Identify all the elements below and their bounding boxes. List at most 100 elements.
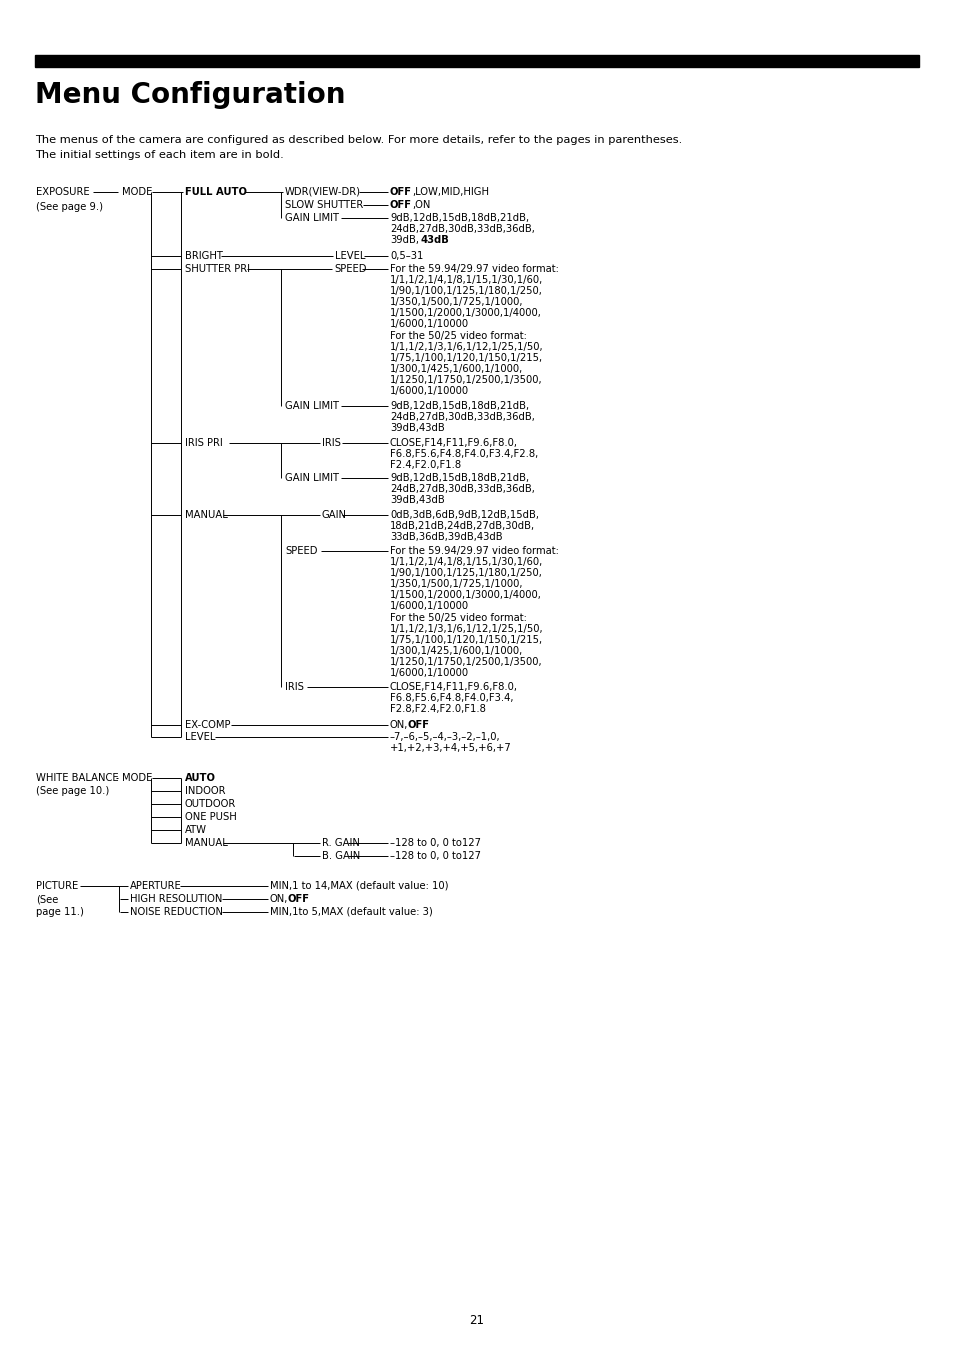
Text: (See: (See — [36, 894, 58, 904]
Text: 24dB,27dB,30dB,33dB,36dB,: 24dB,27dB,30dB,33dB,36dB, — [390, 412, 535, 422]
Text: 24dB,27dB,30dB,33dB,36dB,: 24dB,27dB,30dB,33dB,36dB, — [390, 484, 535, 494]
Text: 39dB,: 39dB, — [390, 235, 418, 245]
Text: SHUTTER PRI: SHUTTER PRI — [185, 263, 250, 274]
Text: GAIN LIMIT: GAIN LIMIT — [285, 213, 338, 223]
Text: 1/6000,1/10000: 1/6000,1/10000 — [390, 667, 469, 678]
Text: MODE: MODE — [122, 186, 152, 197]
Text: –128 to 0, 0 to127: –128 to 0, 0 to127 — [390, 851, 480, 861]
Text: SLOW SHUTTER: SLOW SHUTTER — [285, 200, 363, 209]
Text: ONE PUSH: ONE PUSH — [185, 812, 236, 821]
Text: For the 50/25 video format:: For the 50/25 video format: — [390, 613, 526, 623]
Text: –7,–6,–5,–4,–3,–2,–1,0,: –7,–6,–5,–4,–3,–2,–1,0, — [390, 732, 500, 742]
Text: APERTURE: APERTURE — [130, 881, 182, 892]
Text: page 11.): page 11.) — [36, 907, 84, 917]
Text: BRIGHT: BRIGHT — [185, 251, 223, 261]
Text: AUTO: AUTO — [185, 773, 215, 784]
Text: 1/300,1/425,1/600,1/1000,: 1/300,1/425,1/600,1/1000, — [390, 646, 522, 657]
Text: ,LOW,MID,HIGH: ,LOW,MID,HIGH — [412, 186, 489, 197]
Text: The initial settings of each item are in bold.: The initial settings of each item are in… — [35, 150, 283, 159]
Text: OUTDOOR: OUTDOOR — [185, 798, 236, 809]
Text: OFF: OFF — [390, 186, 412, 197]
Text: PICTURE: PICTURE — [36, 881, 78, 892]
Text: ,ON: ,ON — [412, 200, 430, 209]
Text: MANUAL: MANUAL — [185, 838, 228, 848]
Text: 43dB: 43dB — [420, 235, 449, 245]
Text: GAIN: GAIN — [322, 509, 347, 520]
Text: EX-COMP: EX-COMP — [185, 720, 231, 730]
Text: OFF: OFF — [288, 894, 310, 904]
Text: 1/6000,1/10000: 1/6000,1/10000 — [390, 601, 469, 611]
Text: GAIN LIMIT: GAIN LIMIT — [285, 401, 338, 411]
Text: ATW: ATW — [185, 825, 207, 835]
Text: 9dB,12dB,15dB,18dB,21dB,: 9dB,12dB,15dB,18dB,21dB, — [390, 473, 529, 484]
Text: 1/90,1/100,1/125,1/180,1/250,: 1/90,1/100,1/125,1/180,1/250, — [390, 286, 542, 296]
Text: IRIS: IRIS — [322, 438, 340, 449]
Text: SPEED: SPEED — [334, 263, 366, 274]
Text: EXPOSURE: EXPOSURE — [36, 186, 90, 197]
Text: (See page 10.): (See page 10.) — [36, 786, 110, 796]
Text: F2.4,F2.0,F1.8: F2.4,F2.0,F1.8 — [390, 459, 460, 470]
Text: 33dB,36dB,39dB,43dB: 33dB,36dB,39dB,43dB — [390, 532, 502, 542]
Text: –128 to 0, 0 to127: –128 to 0, 0 to127 — [390, 838, 480, 848]
Text: 1/75,1/100,1/120,1/150,1/215,: 1/75,1/100,1/120,1/150,1/215, — [390, 635, 542, 644]
Text: 39dB,43dB: 39dB,43dB — [390, 423, 444, 434]
Text: CLOSE,F14,F11,F9.6,F8.0,: CLOSE,F14,F11,F9.6,F8.0, — [390, 438, 517, 449]
Text: 1/1500,1/2000,1/3000,1/4000,: 1/1500,1/2000,1/3000,1/4000, — [390, 308, 541, 317]
Text: 1/300,1/425,1/600,1/1000,: 1/300,1/425,1/600,1/1000, — [390, 363, 522, 374]
Text: MIN,1to 5,MAX (default value: 3): MIN,1to 5,MAX (default value: 3) — [270, 907, 433, 917]
Text: 39dB,43dB: 39dB,43dB — [390, 494, 444, 505]
Text: 1/1250,1/1750,1/2500,1/3500,: 1/1250,1/1750,1/2500,1/3500, — [390, 376, 542, 385]
Text: 18dB,21dB,24dB,27dB,30dB,: 18dB,21dB,24dB,27dB,30dB, — [390, 521, 535, 531]
Text: For the 59.94/29.97 video format:: For the 59.94/29.97 video format: — [390, 546, 558, 557]
Text: LEVEL: LEVEL — [335, 251, 365, 261]
Text: 24dB,27dB,30dB,33dB,36dB,: 24dB,27dB,30dB,33dB,36dB, — [390, 224, 535, 234]
Text: B. GAIN: B. GAIN — [322, 851, 360, 861]
Text: 9dB,12dB,15dB,18dB,21dB,: 9dB,12dB,15dB,18dB,21dB, — [390, 213, 529, 223]
Bar — [35, 55, 918, 68]
Text: F6.8,F5.6,F4.8,F4.0,F3.4,F2.8,: F6.8,F5.6,F4.8,F4.0,F3.4,F2.8, — [390, 449, 537, 459]
Text: 1/1,1/2,1/4,1/8,1/15,1/30,1/60,: 1/1,1/2,1/4,1/8,1/15,1/30,1/60, — [390, 276, 542, 285]
Text: GAIN LIMIT: GAIN LIMIT — [285, 473, 338, 484]
Text: ON,: ON, — [270, 894, 288, 904]
Text: 9dB,12dB,15dB,18dB,21dB,: 9dB,12dB,15dB,18dB,21dB, — [390, 401, 529, 411]
Text: MANUAL: MANUAL — [185, 509, 228, 520]
Text: LEVEL: LEVEL — [185, 732, 215, 742]
Text: 1/6000,1/10000: 1/6000,1/10000 — [390, 319, 469, 330]
Text: 0dB,3dB,6dB,9dB,12dB,15dB,: 0dB,3dB,6dB,9dB,12dB,15dB, — [390, 509, 538, 520]
Text: For the 50/25 video format:: For the 50/25 video format: — [390, 331, 526, 340]
Text: WHITE BALANCE: WHITE BALANCE — [36, 773, 118, 784]
Text: The menus of the camera are configured as described below. For more details, ref: The menus of the camera are configured a… — [35, 135, 681, 145]
Text: 1/75,1/100,1/120,1/150,1/215,: 1/75,1/100,1/120,1/150,1/215, — [390, 353, 542, 363]
Text: OFF: OFF — [390, 200, 412, 209]
Text: NOISE REDUCTION: NOISE REDUCTION — [130, 907, 223, 917]
Text: OFF: OFF — [408, 720, 430, 730]
Text: IRIS PRI: IRIS PRI — [185, 438, 222, 449]
Text: MODE: MODE — [122, 773, 152, 784]
Text: For the 59.94/29.97 video format:: For the 59.94/29.97 video format: — [390, 263, 558, 274]
Text: SPEED: SPEED — [285, 546, 317, 557]
Text: Menu Configuration: Menu Configuration — [35, 81, 345, 109]
Text: 1/1250,1/1750,1/2500,1/3500,: 1/1250,1/1750,1/2500,1/3500, — [390, 657, 542, 667]
Text: 1/350,1/500,1/725,1/1000,: 1/350,1/500,1/725,1/1000, — [390, 580, 523, 589]
Text: WDR(VIEW-DR): WDR(VIEW-DR) — [285, 186, 360, 197]
Text: R. GAIN: R. GAIN — [322, 838, 359, 848]
Text: CLOSE,F14,F11,F9.6,F8.0,: CLOSE,F14,F11,F9.6,F8.0, — [390, 682, 517, 692]
Text: IRIS: IRIS — [285, 682, 304, 692]
Text: FULL AUTO: FULL AUTO — [185, 186, 247, 197]
Text: 1/1,1/2,1/4,1/8,1/15,1/30,1/60,: 1/1,1/2,1/4,1/8,1/15,1/30,1/60, — [390, 557, 542, 567]
Text: 1/1,1/2,1/3,1/6,1/12,1/25,1/50,: 1/1,1/2,1/3,1/6,1/12,1/25,1/50, — [390, 342, 543, 353]
Text: 1/6000,1/10000: 1/6000,1/10000 — [390, 386, 469, 396]
Text: 21: 21 — [469, 1313, 484, 1327]
Text: F6.8,F5.6,F4.8,F4.0,F3.4,: F6.8,F5.6,F4.8,F4.0,F3.4, — [390, 693, 513, 703]
Text: HIGH RESOLUTION: HIGH RESOLUTION — [130, 894, 222, 904]
Text: 0,5–31: 0,5–31 — [390, 251, 423, 261]
Text: 1/90,1/100,1/125,1/180,1/250,: 1/90,1/100,1/125,1/180,1/250, — [390, 567, 542, 578]
Text: MIN,1 to 14,MAX (default value: 10): MIN,1 to 14,MAX (default value: 10) — [270, 881, 448, 892]
Text: +1,+2,+3,+4,+5,+6,+7: +1,+2,+3,+4,+5,+6,+7 — [390, 743, 511, 753]
Text: INDOOR: INDOOR — [185, 786, 225, 796]
Text: (See page 9.): (See page 9.) — [36, 203, 103, 212]
Text: 1/1,1/2,1/3,1/6,1/12,1/25,1/50,: 1/1,1/2,1/3,1/6,1/12,1/25,1/50, — [390, 624, 543, 634]
Text: F2.8,F2.4,F2.0,F1.8: F2.8,F2.4,F2.0,F1.8 — [390, 704, 485, 713]
Text: 1/350,1/500,1/725,1/1000,: 1/350,1/500,1/725,1/1000, — [390, 297, 523, 307]
Text: 1/1500,1/2000,1/3000,1/4000,: 1/1500,1/2000,1/3000,1/4000, — [390, 590, 541, 600]
